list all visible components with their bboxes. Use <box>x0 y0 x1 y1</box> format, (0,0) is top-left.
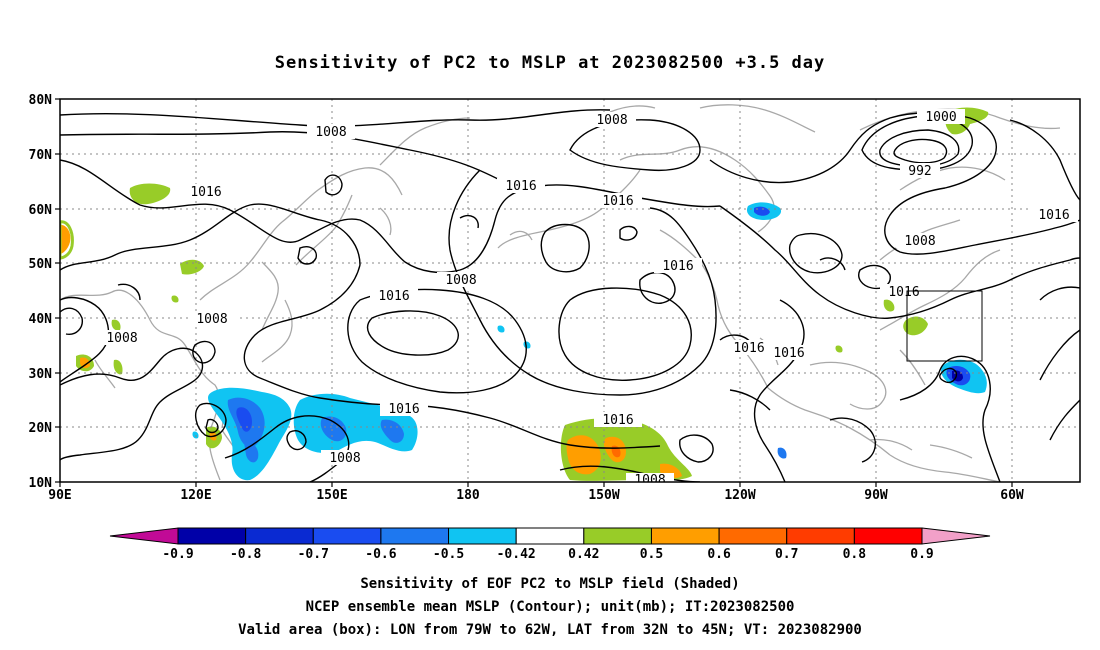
colorbar-label: 0.42 <box>568 547 599 562</box>
colorbar-segment <box>177 527 247 545</box>
contour-labels: 1008 1016 1008 1008 1016 1008 1016 1008 … <box>98 109 1078 488</box>
contour-label: 1016 <box>602 413 633 428</box>
lat-tick-label: 50N <box>29 257 53 272</box>
colorbar-segment <box>786 527 855 545</box>
lat-tick-label: 70N <box>29 148 53 163</box>
contour-label: 1008 <box>596 113 627 128</box>
contour-label: 1016 <box>388 402 419 417</box>
mslp-contours <box>60 109 1080 482</box>
contour-label: 1008 <box>445 273 476 288</box>
colorbar-segment <box>312 527 382 545</box>
colorbar: -0.9 -0.8 -0.7 -0.6 -0.5 -0.42 0.42 0.5 0.6 0.7 0.… <box>109 527 991 562</box>
colorbar-segment <box>718 527 788 545</box>
colorbar-label: 0.5 <box>640 547 663 562</box>
contour-label: 1016 <box>1038 208 1069 223</box>
colorbar-label: 0.6 <box>707 547 731 562</box>
lon-tick-label: 60W <box>1000 488 1024 503</box>
lon-tick-label: 120W <box>724 488 755 503</box>
caption-line-2: NCEP ensemble mean MSLP (Contour); unit(… <box>306 599 795 615</box>
contour-label: 1016 <box>733 341 764 356</box>
coastlines <box>60 104 1061 482</box>
caption-line-3: Valid area (box): LON from 79W to 62W, L… <box>238 622 862 638</box>
contour-label: 1000 <box>925 110 956 125</box>
colorbar-segment <box>245 527 314 545</box>
colorbar-segment <box>650 527 720 545</box>
colorbar-label: 0.7 <box>775 547 798 562</box>
colorbar-label: 0.8 <box>843 547 867 562</box>
lat-tick-label: 40N <box>29 312 53 327</box>
colorbar-label: -0.5 <box>433 547 464 562</box>
colorbar-label: -0.9 <box>162 547 193 562</box>
lat-tick-label: 20N <box>29 421 53 436</box>
lon-tick-label: 120E <box>180 488 211 503</box>
colorbar-label: 0.9 <box>910 547 933 562</box>
figure-title: Sensitivity of PC2 to MSLP at 2023082500… <box>275 53 826 73</box>
colorbar-label: -0.6 <box>365 547 396 562</box>
lat-tick-label: 30N <box>29 367 53 382</box>
colorbar-segment <box>448 527 517 545</box>
contour-label: 1008 <box>904 234 935 249</box>
contour-label: 1016 <box>602 194 633 209</box>
colorbar-segment <box>380 527 450 545</box>
colorbar-label: -0.42 <box>497 547 536 562</box>
contour-label: 1008 <box>106 331 137 346</box>
colorbar-segment <box>583 527 652 545</box>
colorbar-segment <box>853 527 923 545</box>
contour-label: 1008 <box>329 451 360 466</box>
colorbar-segment <box>515 527 585 545</box>
colorbar-label: -0.8 <box>230 547 261 562</box>
map-frame <box>59 98 1081 483</box>
contour-label: 1008 <box>196 312 227 327</box>
lat-tick-label: 80N <box>29 93 53 108</box>
contour-label: 1008 <box>315 125 346 140</box>
caption-line-1: Sensitivity of EOF PC2 to MSLP field (Sh… <box>360 576 739 592</box>
lon-tick-label: 90E <box>48 488 71 503</box>
lat-tick-label: 10N <box>29 476 53 491</box>
map-panel: 1008 1016 1008 1008 1016 1008 1016 1008 … <box>29 93 1081 503</box>
contour-label: 1016 <box>378 289 409 304</box>
lon-tick-label: 90W <box>864 488 888 503</box>
contour-label: 992 <box>908 164 931 179</box>
contour-label: 1016 <box>190 185 221 200</box>
contour-label: 1016 <box>662 259 693 274</box>
contour-label: 1016 <box>505 179 536 194</box>
contour-label: 1008 <box>634 473 665 488</box>
lon-tick-label: 150E <box>316 488 347 503</box>
contour-label: 1016 <box>888 285 919 300</box>
lat-lon-grid <box>60 99 1080 482</box>
valid-area-box <box>906 290 983 362</box>
longitude-labels: 90E 120E 150E 180 150W 120W 90W 60W <box>48 488 1024 503</box>
colorbar-extend-high <box>921 527 991 545</box>
lon-tick-label: 180 <box>456 488 480 503</box>
axis-ticks <box>55 98 1013 487</box>
lon-tick-label: 150W <box>588 488 619 503</box>
colorbar-label: -0.7 <box>298 547 329 562</box>
lat-tick-label: 60N <box>29 203 53 218</box>
colorbar-extend-low <box>109 527 179 545</box>
contour-label: 1016 <box>773 346 804 361</box>
latitude-labels: 80N 70N 60N 50N 40N 30N 20N 10N <box>29 93 53 491</box>
